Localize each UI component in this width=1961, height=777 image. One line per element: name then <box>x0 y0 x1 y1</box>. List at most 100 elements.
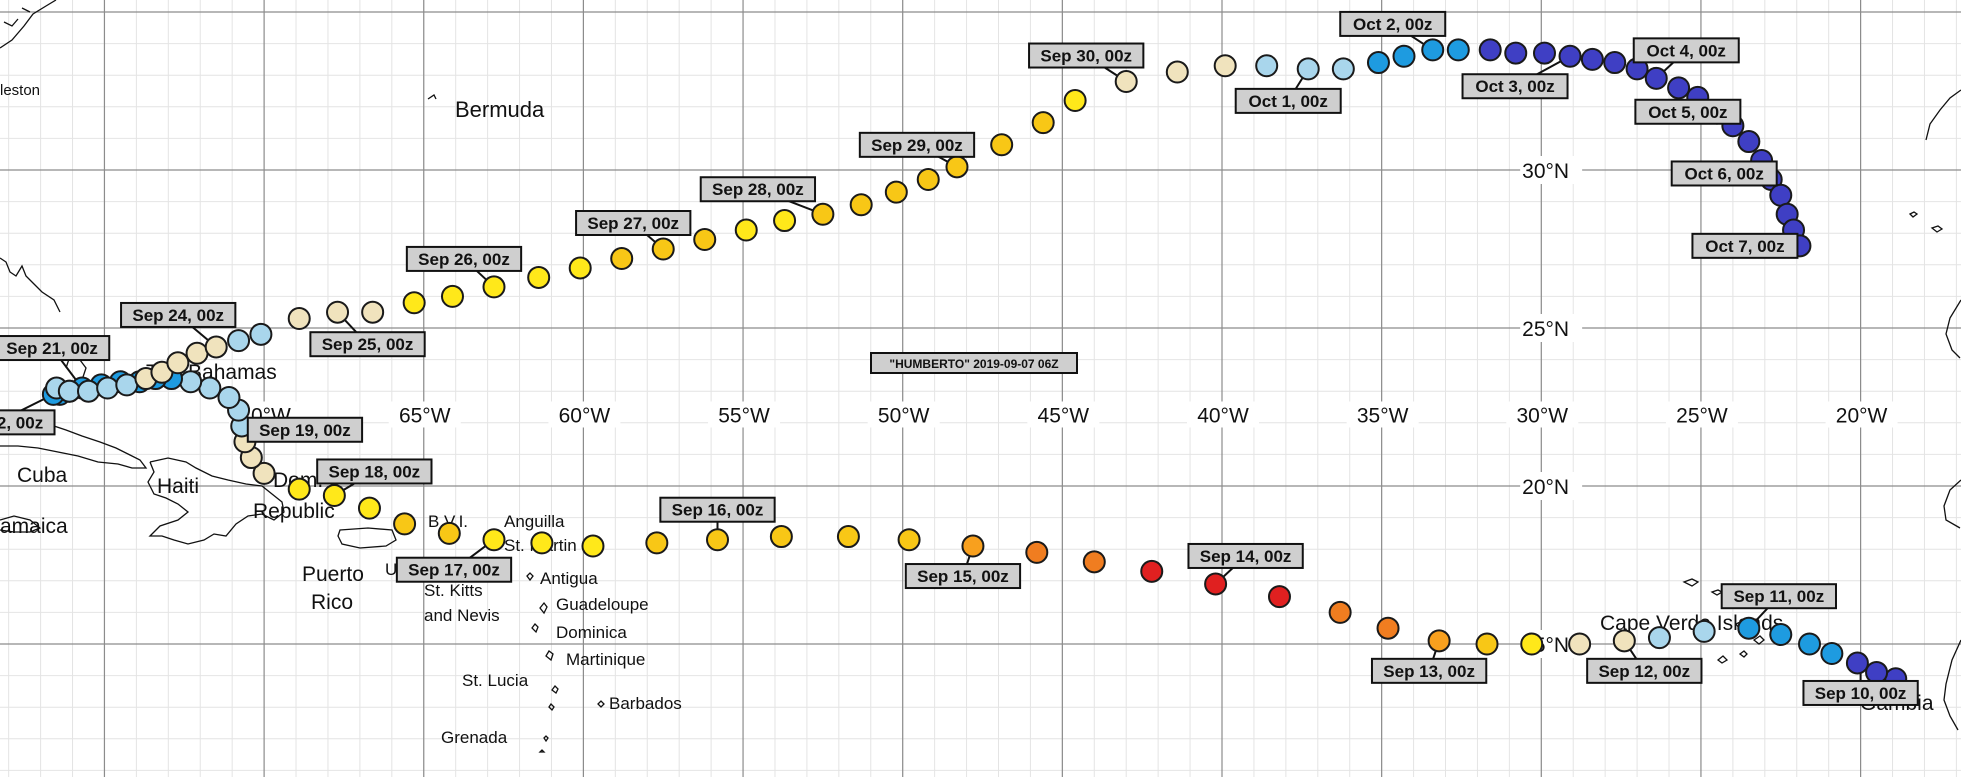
date-label-box <box>699 176 817 203</box>
puerto-rico-coast <box>337 527 397 549</box>
track-point <box>1427 629 1451 653</box>
date-label-box <box>1234 87 1342 114</box>
track-point <box>1532 41 1556 65</box>
track-point <box>249 322 273 346</box>
track-point <box>252 461 276 485</box>
track-point <box>204 335 228 359</box>
track-point <box>57 379 81 403</box>
lat-label-bg <box>1520 472 1583 500</box>
lat-label-bg <box>1520 314 1583 342</box>
track-point <box>1737 616 1761 640</box>
florida-coast <box>0 257 61 313</box>
place-label-barbados: Barbados <box>609 694 682 713</box>
track-point <box>1366 51 1390 75</box>
lon-label: 60°W <box>559 404 611 427</box>
date-label: Sep 15, 00z <box>917 567 1009 586</box>
place-label-and-nevis: and Nevis <box>424 606 500 625</box>
place-label-dominica: Dominica <box>556 623 627 642</box>
track-point <box>1647 626 1671 650</box>
track-point <box>1063 88 1087 112</box>
track-point <box>482 528 506 552</box>
track-point <box>884 180 908 204</box>
date-label: Sep 29, 00z <box>871 136 963 155</box>
track-point <box>1504 41 1528 65</box>
date-label-box <box>659 496 776 523</box>
lon-label-bg <box>1506 401 1579 428</box>
lon-label-bg <box>708 401 781 428</box>
lat-label: 30°N <box>1522 160 1569 183</box>
date-label: Sep 28, 00z <box>712 180 804 199</box>
lon-label: 45°W <box>1038 404 1090 427</box>
track-point <box>198 376 222 400</box>
track-point <box>1446 38 1470 62</box>
track-point <box>96 376 120 400</box>
track-point <box>773 209 797 233</box>
track-point <box>1082 550 1106 574</box>
lon-label: 30°W <box>1517 404 1569 427</box>
track-point <box>76 379 100 403</box>
place-label-haiti: Haiti <box>157 475 199 498</box>
track-point <box>961 534 985 558</box>
place-label-cuba: Cuba <box>17 464 68 487</box>
track-point <box>1165 60 1189 84</box>
date-label-box <box>1632 37 1740 64</box>
date-label-box <box>904 563 1022 590</box>
track-point <box>1667 76 1691 100</box>
date-label: Sep 27, 00z <box>587 214 679 233</box>
date-label: Oct 7, 00z <box>1705 237 1784 256</box>
track-point <box>769 525 793 549</box>
africa-coast <box>1925 89 1961 731</box>
track-point <box>393 512 417 536</box>
track-point <box>1140 559 1164 583</box>
date-label-box <box>395 556 513 583</box>
date-label-box <box>1802 679 1919 706</box>
place-label-jamaica: amaica <box>0 515 68 538</box>
track-point <box>990 133 1014 157</box>
track-point <box>1267 585 1291 609</box>
lon-label-bg <box>388 401 461 428</box>
track-point <box>1296 57 1320 81</box>
date-label: Sep 21, 00z <box>6 339 98 358</box>
track-point <box>1031 111 1055 135</box>
track-point <box>287 307 311 331</box>
track-point <box>945 155 969 179</box>
date-label: Sep 25, 00z <box>322 335 414 354</box>
date-label: Sep 12, 00z <box>1598 662 1690 681</box>
track-point <box>1328 600 1352 624</box>
track-point <box>179 370 203 394</box>
track-point <box>581 534 605 558</box>
track-point <box>1255 54 1279 78</box>
place-label-st-kitts: St. Kitts <box>424 581 483 600</box>
track-point <box>115 373 139 397</box>
track-point <box>1376 616 1400 640</box>
date-label: Sep 11, 00z <box>1733 587 1824 606</box>
us-coast-inlet <box>3 7 31 27</box>
date-label-box <box>1339 10 1447 37</box>
track-point <box>361 300 385 324</box>
track-point <box>1213 54 1237 78</box>
storm-track <box>41 38 1908 691</box>
lon-label: 55°W <box>718 404 770 427</box>
track-point <box>1421 38 1445 62</box>
date-label-box <box>1370 657 1488 684</box>
lon-label-bg <box>1346 401 1419 428</box>
date-label-box <box>316 458 433 485</box>
track-point <box>610 246 634 270</box>
date-label-box <box>1187 542 1304 569</box>
date-label: Sep 19, 00z <box>259 421 351 440</box>
date-label-box <box>1461 73 1569 100</box>
track-point <box>1520 632 1544 656</box>
date-label-box <box>0 409 56 436</box>
date-label: Sep 17, 00z <box>408 561 500 580</box>
date-label-box <box>575 210 692 236</box>
place-label-republic: Republic <box>253 500 335 523</box>
date-label-box <box>1028 42 1145 69</box>
lon-label: 40°W <box>1197 404 1249 427</box>
lon-label: 35°W <box>1357 404 1409 427</box>
date-label-box <box>1634 98 1742 125</box>
track-point <box>1603 51 1627 75</box>
date-label: Oct 6, 00z <box>1685 164 1764 183</box>
track-point <box>437 521 461 545</box>
date-label-box <box>858 131 976 158</box>
